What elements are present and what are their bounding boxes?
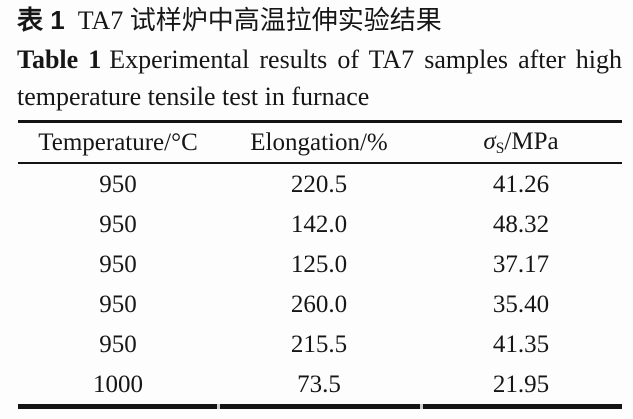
table-row: 1000 73.5 21.95 xyxy=(18,364,622,404)
cell-temperature: 1000 xyxy=(93,370,143,398)
cell-elongation: 220.5 xyxy=(290,170,348,198)
sigma-symbol: σ xyxy=(483,127,496,155)
sigma-unit: /MPa xyxy=(504,127,559,155)
cell-yield-stress: 21.95 xyxy=(492,370,550,398)
bottom-rule-segment xyxy=(220,404,420,409)
cell-elongation: 125.0 xyxy=(290,250,348,278)
cell-elongation: 142.0 xyxy=(290,210,348,238)
table-row: 950 215.5 41.35 xyxy=(18,324,622,364)
cell-temperature: 950 xyxy=(99,210,137,238)
cell-temperature: 950 xyxy=(99,170,137,198)
cell-yield-stress: 41.35 xyxy=(492,330,550,358)
table-header-rule xyxy=(18,162,622,164)
table-caption-zh: 表 1 TA7 试样炉中高温拉伸实验结果 xyxy=(17,3,442,38)
table-top-rule xyxy=(18,120,622,123)
cell-temperature: 950 xyxy=(99,330,137,358)
cell-elongation: 260.0 xyxy=(290,290,348,318)
cell-elongation: 73.5 xyxy=(297,370,341,398)
table-caption-en-label: Table 1 xyxy=(17,45,102,74)
data-table: Temperature/°C Elongation/% σS/MPa 950 2… xyxy=(18,120,622,409)
column-header-temperature: Temperature/°C xyxy=(38,129,198,156)
table-caption-zh-title: TA7 试样炉中高温拉伸实验结果 xyxy=(77,6,442,35)
sigma-subscript: S xyxy=(495,139,505,157)
table-header-row: Temperature/°C Elongation/% σS/MPa xyxy=(18,123,622,162)
bottom-rule-gap xyxy=(217,404,220,409)
cell-yield-stress: 48.32 xyxy=(492,210,550,238)
table-row: 950 125.0 37.17 xyxy=(18,244,622,284)
table-caption-en-text: Experimental results of TA7 samples afte… xyxy=(109,45,623,74)
cell-yield-stress: 41.26 xyxy=(492,170,550,198)
cell-temperature: 950 xyxy=(99,250,137,278)
bottom-rule-segment xyxy=(18,404,217,409)
table-row: 950 142.0 48.32 xyxy=(18,204,622,244)
table-caption-en-line1: Table 1 Experimental results of TA7 sampl… xyxy=(17,43,622,77)
cell-yield-stress: 35.40 xyxy=(492,290,550,318)
table-bottom-rule xyxy=(18,404,622,409)
column-header-elongation: Elongation/% xyxy=(250,129,388,156)
cell-elongation: 215.5 xyxy=(290,330,348,358)
cell-yield-stress: 37.17 xyxy=(492,250,550,278)
column-header-yield-stress: σS/MPa xyxy=(420,129,622,156)
table-row: 950 260.0 35.40 xyxy=(18,284,622,324)
bottom-rule-segment xyxy=(423,404,622,409)
bottom-rule-gap xyxy=(420,404,423,409)
table-caption-en-line2: temperature tensile test in furnace xyxy=(17,82,370,111)
cell-temperature: 950 xyxy=(99,290,137,318)
table-caption-zh-label: 表 1 xyxy=(17,5,65,35)
table-row: 950 220.5 41.26 xyxy=(18,164,622,204)
